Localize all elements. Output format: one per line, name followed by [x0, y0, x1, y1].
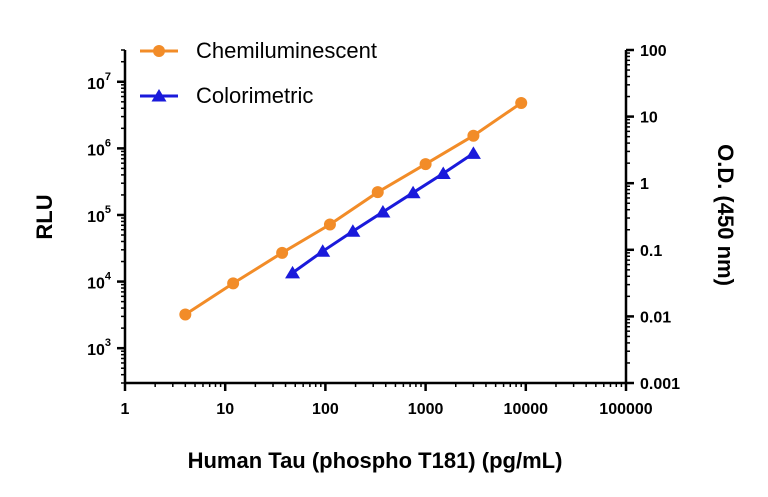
data-point-colorimetric — [345, 224, 361, 237]
data-point-chemiluminescent — [276, 246, 289, 259]
y-left-tick-label: 106 — [87, 137, 111, 159]
data-point-chemiluminescent — [179, 308, 192, 321]
legend-entry-colorimetric: Colorimetric — [140, 83, 313, 108]
series-chemiluminescent — [179, 97, 528, 321]
y-left-tick-exponent: 5 — [105, 204, 111, 216]
y-axis-left-title: RLU — [32, 194, 57, 239]
series-line-chemiluminescent — [184, 101, 523, 316]
y-right-tick-label: 0.01 — [640, 309, 671, 326]
y-left-tick-base: 10 — [87, 142, 105, 159]
x-tick-label: 100000 — [599, 401, 652, 418]
data-point-chemiluminescent — [371, 186, 384, 199]
x-tick-label: 10000 — [504, 401, 549, 418]
y-left-tick-base: 10 — [87, 76, 105, 93]
data-point-colorimetric — [315, 244, 331, 257]
x-tick-label: 1 — [121, 401, 130, 418]
y-left-tick-exponent: 3 — [105, 337, 111, 349]
y-right-tick-label: 0.1 — [640, 243, 662, 260]
data-point-chemiluminescent — [323, 218, 336, 231]
y-axis-right-title: O.D. (450 nm) — [713, 144, 738, 286]
legend-label-chemiluminescent: Chemiluminescent — [196, 38, 377, 63]
data-point-chemiluminescent — [467, 129, 480, 142]
data-point-colorimetric — [285, 265, 301, 279]
legend-label-colorimetric: Colorimetric — [196, 83, 313, 108]
legend-marker-colorimetric — [151, 89, 167, 102]
data-point-chemiluminescent — [419, 158, 432, 171]
data-point-colorimetric — [435, 166, 451, 179]
y-left-tick-base: 10 — [87, 342, 105, 359]
y-right-tick-label: 0.001 — [640, 376, 680, 393]
data-point-colorimetric — [405, 185, 421, 199]
y-right-tick-label: 1 — [640, 176, 649, 193]
y-left-tick-label: 104 — [87, 271, 112, 293]
data-point-colorimetric — [465, 146, 481, 159]
y-left-tick-base: 10 — [87, 209, 105, 226]
legend-entry-chemiluminescent: Chemiluminescent — [140, 38, 377, 63]
legend-marker-chemiluminescent — [153, 45, 165, 57]
series-layer — [179, 97, 528, 321]
y-right-tick-label: 10 — [640, 110, 658, 127]
legend: Chemiluminescent Colorimetric — [140, 38, 377, 108]
y-left-tick-exponent: 7 — [105, 71, 111, 83]
series-colorimetric — [285, 146, 481, 279]
x-tick-label: 100 — [312, 401, 339, 418]
y-left-tick-label: 103 — [87, 337, 111, 359]
data-point-chemiluminescent — [515, 97, 528, 110]
data-point-colorimetric — [375, 204, 391, 218]
y-right-tick-label: 100 — [640, 43, 667, 60]
y-left-tick-label: 105 — [87, 204, 111, 226]
x-tick-label: 1000 — [408, 401, 444, 418]
y-left-tick-exponent: 6 — [105, 137, 111, 149]
data-point-chemiluminescent — [227, 277, 240, 290]
ticks: 1 10 100 1000 10000 1000001031041051061070.00… — [87, 43, 680, 418]
y-left-tick-exponent: 4 — [105, 271, 112, 283]
x-tick-label: 10 — [216, 401, 234, 418]
x-axis-title: Human Tau (phospho T181) (pg/mL) — [188, 448, 563, 473]
y-left-tick-base: 10 — [87, 276, 105, 293]
y-left-tick-label: 107 — [87, 71, 111, 93]
